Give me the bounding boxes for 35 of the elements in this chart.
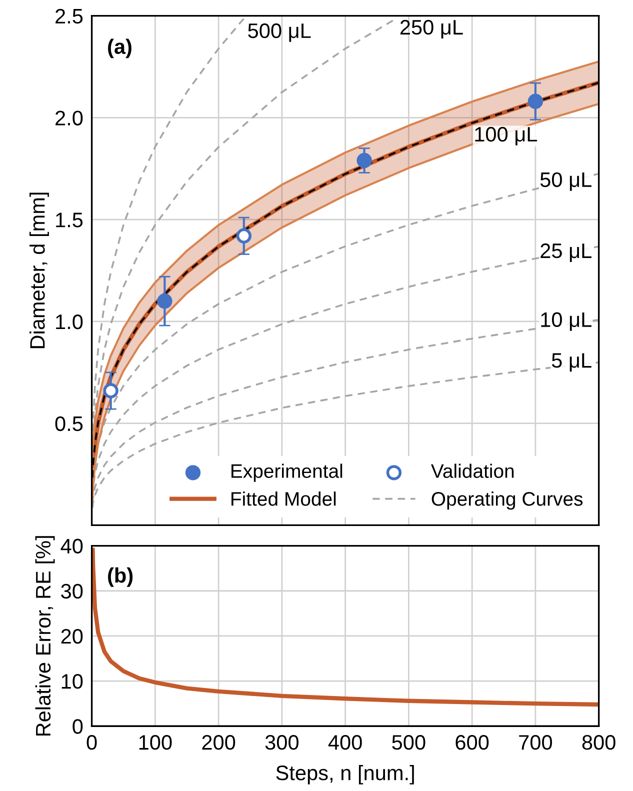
- y-axis-title: Relative Error, RE [%]: [35, 536, 55, 736]
- legend-label: Validation: [430, 464, 514, 478]
- x-tick-label: 400: [328, 735, 362, 750]
- y-tick-label: 10: [62, 674, 83, 689]
- annotation: 100 μL: [475, 126, 538, 146]
- annotation: 250 μL: [400, 20, 463, 38]
- y-tick-label: 30: [61, 584, 83, 599]
- x-tick-label: 200: [202, 735, 236, 750]
- y-tick-label: 40: [60, 538, 83, 554]
- x-axis-title: Steps, n [num.]: [276, 765, 414, 784]
- legend-label: Experimental: [232, 464, 342, 482]
- annotation: (b): [108, 567, 133, 587]
- y-tick-label: 20: [61, 628, 83, 644]
- legend-label: Operating Curves: [432, 492, 583, 510]
- y-tick-label: 2.0: [56, 110, 83, 126]
- x-tick-label: 100: [139, 735, 172, 750]
- x-tick-label: 300: [265, 735, 298, 750]
- annotation: 10 μL: [541, 312, 592, 331]
- annotation: 5 μL: [552, 353, 592, 372]
- y-tick-label: 0.5: [55, 416, 83, 432]
- annotation: (a): [108, 38, 132, 58]
- y-tick-label: 1.0: [56, 314, 83, 330]
- legend-label: Fitted Model: [232, 492, 336, 506]
- y-tick-label: 1.5: [56, 212, 83, 228]
- y-tick-label: 2.5: [56, 8, 83, 24]
- x-tick-label: 700: [519, 735, 552, 750]
- annotation: 500 μL: [248, 23, 311, 42]
- annotation: 25 μL: [540, 243, 592, 262]
- x-tick-label: 600: [456, 735, 489, 750]
- x-tick-label: 0: [86, 735, 97, 750]
- y-axis-title: Diameter, d [mm]: [30, 192, 49, 348]
- x-tick-label: 800: [582, 735, 616, 750]
- y-tick-label: 0: [72, 719, 83, 734]
- x-tick-label: 500: [392, 735, 426, 750]
- annotation: 50 μL: [540, 172, 592, 191]
